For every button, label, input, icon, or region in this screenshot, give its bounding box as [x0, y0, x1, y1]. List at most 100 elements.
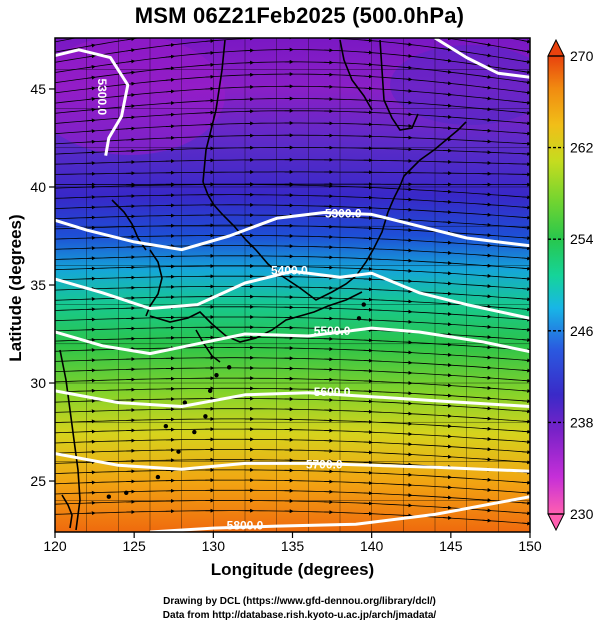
flow-arrow — [482, 53, 492, 58]
island-dot — [182, 400, 188, 405]
colorbar-tick-label: 254 — [570, 231, 594, 247]
flow-arrow — [443, 26, 451, 27]
flow-arrow — [482, 406, 492, 411]
flow-arrow — [205, 29, 213, 30]
height-contour-5600.0 — [55, 389, 530, 408]
streamlines — [55, 16, 530, 526]
flow-arrow — [522, 317, 530, 322]
flow-arrow — [442, 322, 453, 327]
flow-arrow — [522, 276, 530, 281]
flow-arrow — [482, 233, 492, 238]
flow-arrow — [522, 59, 530, 64]
flow-arrow — [522, 121, 530, 126]
flow-arrow — [205, 38, 215, 43]
x-tick-label: 140 — [360, 538, 384, 554]
flow-arrow — [482, 426, 492, 431]
flow-arrow — [522, 256, 530, 261]
flow-arrow — [126, 70, 136, 75]
flow-arrow — [482, 477, 492, 482]
flow-arrow — [442, 485, 453, 490]
flow-arrow — [482, 243, 492, 248]
flow-arrow — [442, 189, 453, 194]
flow-arrow — [522, 205, 530, 210]
flow-arrow — [482, 314, 492, 319]
x-tick-label: 125 — [122, 538, 146, 554]
flow-arrow — [522, 521, 530, 526]
flow-arrow — [522, 327, 530, 332]
flow-arrow — [522, 460, 530, 465]
flow-arrow — [126, 48, 136, 53]
credit-drawing: Drawing by DCL (https://www.gfd-dennou.o… — [163, 596, 436, 607]
flow-arrow — [522, 480, 530, 485]
flow-arrow — [126, 27, 134, 28]
flow-arrow — [126, 115, 136, 120]
coast-japan-south — [149, 291, 363, 343]
flow-arrow — [522, 236, 530, 241]
flow-arrow — [522, 419, 530, 424]
contour-label: 5400.0 — [271, 263, 308, 277]
flow-arrow — [482, 518, 492, 523]
height-contour-5300.0 — [55, 48, 130, 156]
island-dot — [207, 388, 213, 394]
flow-arrow — [522, 266, 530, 271]
height-contour-5300.0 — [55, 211, 530, 252]
flow-arrow — [442, 220, 453, 225]
coast-taiwan — [61, 494, 73, 529]
coast-china-east — [59, 349, 81, 531]
coast-amur — [339, 39, 373, 111]
island-dot — [124, 490, 129, 495]
flow-arrow — [442, 312, 453, 317]
flow-arrow — [86, 118, 96, 123]
flow-arrow — [482, 487, 492, 492]
flow-arrow — [364, 16, 372, 17]
flow-arrow — [205, 17, 213, 18]
y-axis-label: Latitude (degrees) — [6, 214, 25, 362]
flow-arrow — [205, 74, 215, 79]
island-dot — [361, 302, 366, 307]
flow-arrow — [522, 429, 530, 434]
flow-arrow — [482, 294, 492, 299]
flow-arrow — [522, 111, 530, 115]
flow-arrow — [482, 457, 492, 462]
flow-arrow — [442, 240, 453, 245]
flow-arrow — [522, 287, 530, 291]
flow-arrow — [442, 342, 453, 347]
contour-label: 5300.0 — [95, 78, 109, 115]
flow-arrow — [522, 131, 530, 136]
y-tick-label: 30 — [30, 375, 46, 391]
island-dot — [203, 414, 208, 419]
flow-arrow — [363, 50, 373, 55]
flow-arrow — [482, 335, 492, 340]
coast-primorye — [202, 39, 226, 183]
flow-arrow — [482, 253, 492, 258]
island-dot — [106, 494, 112, 499]
colorbar-min-arrow — [547, 513, 565, 532]
flow-arrow — [442, 261, 453, 266]
contour-label: 5800.0 — [227, 518, 264, 532]
flow-arrow — [522, 80, 530, 85]
flow-arrow — [442, 301, 453, 306]
contour-label: 5300.0 — [325, 207, 362, 221]
x-tick-label: 130 — [202, 538, 226, 554]
island-dot — [214, 372, 219, 378]
flow-arrow — [442, 362, 453, 367]
flow-arrow — [522, 399, 530, 404]
flow-arrow — [442, 58, 453, 63]
flow-arrow — [442, 199, 453, 204]
flow-arrow — [442, 352, 453, 357]
flow-arrow — [442, 47, 453, 52]
flow-arrow — [166, 33, 174, 34]
flow-arrow — [482, 324, 492, 329]
contour-label: 5500.0 — [314, 324, 351, 338]
island-dot — [356, 316, 362, 321]
flow-arrow — [482, 263, 492, 268]
flow-arrow — [482, 447, 492, 452]
y-axis-ticks: 25 30 35 40 45 — [30, 81, 55, 489]
flow-arrow — [86, 129, 96, 134]
colorbar-max-arrow — [547, 38, 565, 57]
height-contour-5800.0 — [149, 495, 530, 532]
flow-arrow — [482, 345, 492, 350]
flow-arrow — [442, 505, 453, 510]
flow-arrow — [165, 54, 175, 59]
flow-arrow — [442, 271, 453, 276]
